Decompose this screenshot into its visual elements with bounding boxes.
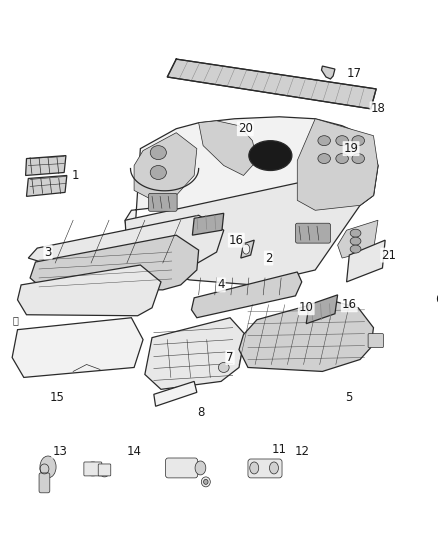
Text: 17: 17 <box>346 67 361 79</box>
Polygon shape <box>26 175 67 196</box>
FancyBboxPatch shape <box>296 223 330 243</box>
FancyBboxPatch shape <box>84 462 102 476</box>
Polygon shape <box>241 240 254 258</box>
Text: 14: 14 <box>127 445 141 457</box>
FancyBboxPatch shape <box>166 458 198 478</box>
Polygon shape <box>191 272 302 318</box>
Ellipse shape <box>204 479 208 484</box>
Ellipse shape <box>350 245 361 253</box>
Text: 16: 16 <box>342 298 357 311</box>
Text: 6: 6 <box>435 293 438 306</box>
Polygon shape <box>125 166 378 285</box>
Text: 13: 13 <box>52 445 67 457</box>
Ellipse shape <box>336 154 348 164</box>
Polygon shape <box>321 66 335 79</box>
Polygon shape <box>306 295 338 324</box>
Polygon shape <box>199 121 257 175</box>
Polygon shape <box>346 240 385 282</box>
Polygon shape <box>297 119 378 211</box>
Ellipse shape <box>318 154 330 164</box>
Ellipse shape <box>195 461 206 475</box>
Ellipse shape <box>269 462 279 474</box>
FancyBboxPatch shape <box>248 459 282 478</box>
Text: 7: 7 <box>226 351 234 364</box>
Ellipse shape <box>352 136 364 146</box>
FancyBboxPatch shape <box>39 473 50 493</box>
Text: 21: 21 <box>381 248 396 262</box>
Ellipse shape <box>352 154 364 164</box>
Text: 15: 15 <box>49 391 64 404</box>
Text: 16: 16 <box>229 233 244 247</box>
Ellipse shape <box>40 456 56 478</box>
Text: 1: 1 <box>72 169 80 182</box>
Ellipse shape <box>85 462 101 476</box>
FancyBboxPatch shape <box>368 334 383 348</box>
Ellipse shape <box>243 244 250 254</box>
Ellipse shape <box>250 462 259 474</box>
Ellipse shape <box>350 229 361 237</box>
Text: 2: 2 <box>265 252 272 264</box>
Polygon shape <box>18 265 161 316</box>
Text: 🔧: 🔧 <box>13 314 19 325</box>
Polygon shape <box>192 213 224 235</box>
Ellipse shape <box>336 136 348 146</box>
Ellipse shape <box>249 141 292 171</box>
Polygon shape <box>167 59 376 109</box>
Text: 8: 8 <box>197 406 204 419</box>
Polygon shape <box>239 300 374 372</box>
Text: 10: 10 <box>299 301 314 314</box>
Text: 5: 5 <box>345 391 352 404</box>
Polygon shape <box>28 215 224 270</box>
Polygon shape <box>154 382 197 406</box>
Polygon shape <box>145 318 245 389</box>
Ellipse shape <box>150 146 166 159</box>
Text: 19: 19 <box>343 142 359 155</box>
Polygon shape <box>25 156 66 175</box>
Ellipse shape <box>350 237 361 245</box>
Text: 20: 20 <box>238 122 253 135</box>
Ellipse shape <box>99 465 110 477</box>
Polygon shape <box>125 117 378 245</box>
Text: 18: 18 <box>371 102 385 115</box>
Text: 3: 3 <box>44 246 52 259</box>
Text: 4: 4 <box>217 278 225 292</box>
Ellipse shape <box>201 477 210 487</box>
Text: 12: 12 <box>294 445 309 457</box>
FancyBboxPatch shape <box>98 464 111 476</box>
Polygon shape <box>12 318 143 377</box>
Ellipse shape <box>219 362 229 373</box>
Polygon shape <box>134 133 197 198</box>
Ellipse shape <box>150 166 166 180</box>
Text: 11: 11 <box>272 442 287 456</box>
Ellipse shape <box>318 136 330 146</box>
Polygon shape <box>338 220 378 258</box>
Polygon shape <box>30 235 199 290</box>
FancyBboxPatch shape <box>148 193 177 211</box>
